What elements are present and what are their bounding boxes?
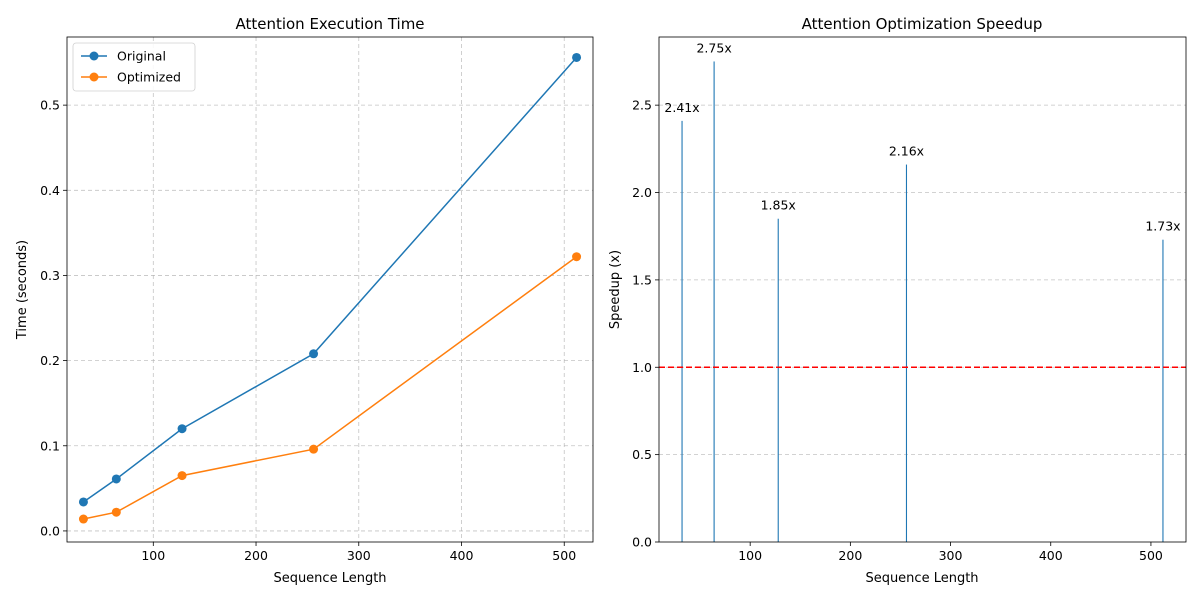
data-point-optimized [78, 514, 88, 524]
right-y-tick-label: 0.5 [632, 447, 652, 462]
speedup-bar-64 [713, 61, 715, 542]
speedup-bar-128 [777, 218, 779, 542]
speedup-bar-256 [905, 164, 908, 542]
speedup-bar-32 [681, 120, 683, 543]
data-point-original [177, 424, 187, 434]
right-y-tick-label: 1.0 [632, 360, 652, 375]
left-x-tick-label: 100 [141, 548, 165, 563]
right-y-tick-label: 0.0 [632, 535, 652, 550]
left-y-tick-label: 0.3 [40, 268, 60, 283]
legend-marker-optimized [89, 72, 99, 82]
legend-box [72, 42, 196, 92]
speedup-label-64: 2.75x [696, 40, 731, 55]
legend-label-optimized: Optimized [117, 70, 181, 85]
data-point-original [309, 349, 319, 359]
right-y-tick-label: 1.5 [632, 272, 652, 287]
legend: Original Optimized [72, 42, 196, 92]
right-bar-labels: 2.41x 2.75x 1.85x 2.16x 1.73x [664, 40, 1180, 233]
right-x-tick-label: 500 [1139, 548, 1163, 563]
right-y-tick-label: 2.5 [632, 98, 652, 113]
speedup-bar-512 [1162, 239, 1164, 542]
left-y-tick-label: 0.1 [40, 438, 60, 453]
data-point-optimized [572, 252, 582, 262]
data-point-optimized [177, 471, 187, 481]
execution-time-chart: 100 200 300 400 500 0.0 0.1 0.2 0.3 0.4 0.5 Attent… [15, 15, 594, 586]
right-bars [681, 61, 1164, 543]
left-x-tick-label: 200 [244, 548, 268, 563]
right-x-tick-label: 200 [838, 548, 862, 563]
left-y-tick-label: 0.5 [40, 98, 60, 113]
left-y-tick-label: 0.2 [40, 353, 60, 368]
right-x-tick-label: 300 [939, 548, 963, 563]
data-point-optimized [111, 507, 121, 517]
data-point-optimized [309, 444, 319, 454]
right-grid [659, 104, 1186, 456]
right-y-tick-label: 2.0 [632, 185, 652, 200]
right-axes-frame [658, 36, 1187, 543]
right-y-axis-label: Speedup (x) [608, 250, 623, 329]
data-point-original [572, 52, 582, 62]
right-x-tick-label: 400 [1039, 548, 1063, 563]
left-x-tick-label: 500 [552, 548, 576, 563]
legend-marker-original [89, 51, 99, 61]
left-y-axis-label: Time (seconds) [15, 240, 30, 340]
legend-label-original: Original [117, 49, 166, 64]
right-ticks: 0.0 0.5 1.0 1.5 2.0 2.5 100 200 300 400 500 [632, 98, 1163, 563]
speedup-label-256: 2.16x [889, 144, 924, 159]
left-series-lines [78, 52, 582, 524]
left-grid [67, 37, 593, 542]
data-point-original [78, 497, 88, 507]
speedup-label-512: 1.73x [1145, 219, 1180, 234]
data-point-original [111, 474, 121, 484]
left-y-tick-label: 0.0 [40, 523, 60, 538]
speedup-label-32: 2.41x [664, 100, 699, 115]
right-x-tick-label: 100 [738, 548, 762, 563]
speedup-label-128: 1.85x [761, 198, 796, 213]
left-axes-frame [66, 36, 594, 543]
left-chart-title: Attention Execution Time [235, 15, 424, 33]
left-y-tick-label: 0.4 [40, 183, 60, 198]
left-x-axis-label: Sequence Length [273, 571, 386, 586]
right-chart-title: Attention Optimization Speedup [802, 15, 1043, 33]
left-x-tick-label: 400 [450, 548, 474, 563]
left-ticks: 100 200 300 400 500 0.0 0.1 0.2 0.3 0.4 0.5 [40, 98, 576, 563]
left-x-tick-label: 300 [347, 548, 371, 563]
right-x-axis-label: Sequence Length [865, 571, 978, 586]
